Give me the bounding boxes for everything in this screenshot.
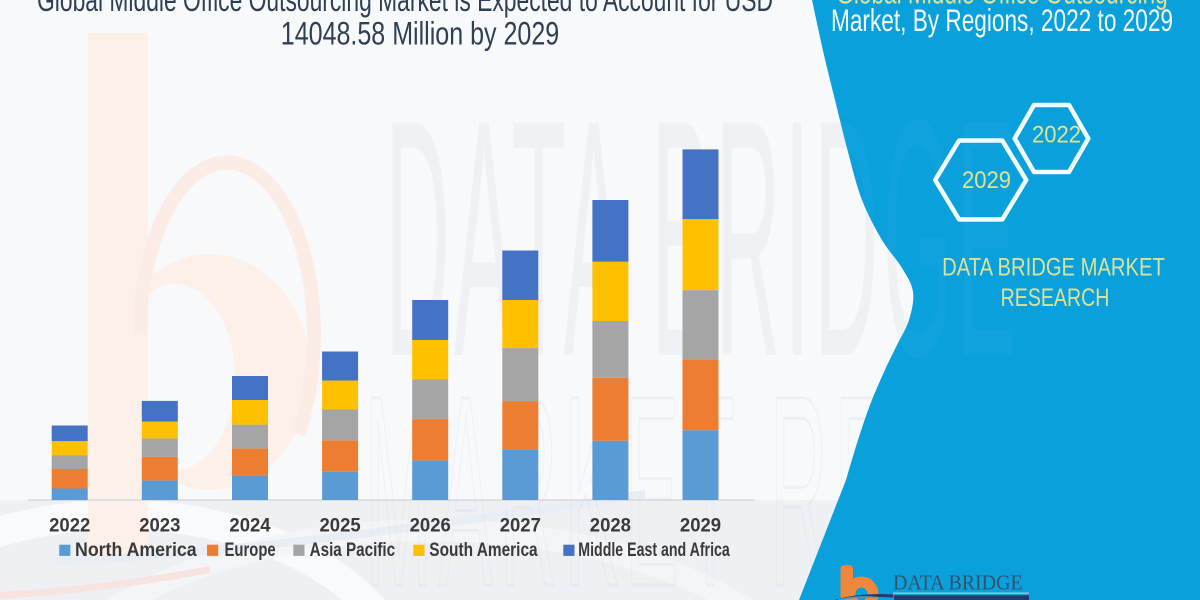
svg-text:2026: 2026: [410, 515, 451, 537]
svg-text:North America: North America: [75, 538, 197, 560]
svg-text:Market, By Regions, 2022 to 20: Market, By Regions, 2022 to 2029: [831, 2, 1173, 38]
svg-text:Middle East and Africa: Middle East and Africa: [578, 539, 730, 561]
svg-text:2025: 2025: [320, 515, 362, 537]
svg-text:2029: 2029: [680, 515, 721, 537]
svg-text:Asia Pacific: Asia Pacific: [310, 538, 396, 560]
svg-text:2023: 2023: [139, 515, 180, 537]
svg-text:2024: 2024: [229, 515, 271, 537]
svg-text:Global Middle Office Outsourci: Global Middle Office Outsourcing: [836, 0, 1167, 10]
svg-text:RESEARCH: RESEARCH: [1001, 282, 1110, 311]
svg-text:2029: 2029: [962, 166, 1011, 193]
svg-text:2022: 2022: [49, 515, 90, 537]
svg-text:DATA BRIDGE: DATA BRIDGE: [893, 572, 1023, 595]
svg-text:DATA BRIDGE MARKET: DATA BRIDGE MARKET: [942, 252, 1165, 281]
svg-text:14048.58 Million by 2029: 14048.58 Million by 2029: [281, 17, 559, 53]
svg-text:Global Middle Office Outsourci: Global Middle Office Outsourcing Market …: [37, 0, 773, 18]
svg-text:2028: 2028: [590, 515, 631, 537]
svg-text:Europe: Europe: [225, 538, 276, 560]
svg-text:2027: 2027: [500, 515, 541, 537]
svg-text:South America: South America: [429, 538, 538, 560]
svg-text:2022: 2022: [1032, 121, 1081, 148]
